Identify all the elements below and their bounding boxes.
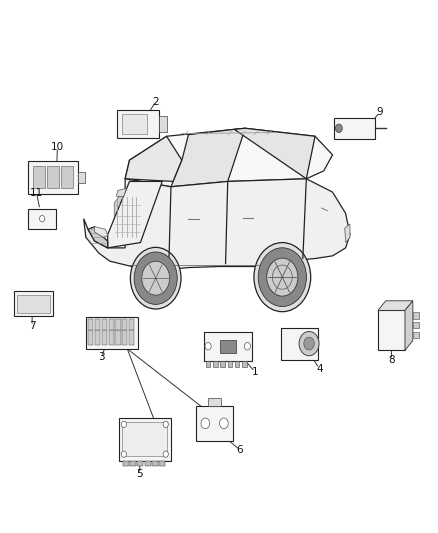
Bar [102, 319, 107, 330]
Bar [204, 332, 252, 361]
Circle shape [299, 332, 319, 356]
Bar [213, 361, 218, 367]
Text: 10: 10 [51, 142, 64, 152]
Bar [109, 330, 114, 345]
Circle shape [219, 418, 228, 429]
Bar [17, 295, 49, 313]
Bar [334, 118, 375, 139]
Text: 6: 6 [237, 445, 243, 455]
Bar [159, 461, 165, 466]
Polygon shape [345, 224, 350, 243]
Circle shape [258, 248, 307, 306]
Bar [88, 330, 93, 345]
Bar [129, 319, 134, 330]
Text: 2: 2 [152, 96, 159, 107]
Bar [152, 461, 158, 466]
Text: 9: 9 [376, 107, 383, 117]
Circle shape [163, 451, 168, 457]
Bar [413, 312, 420, 319]
Bar [122, 319, 127, 330]
Bar [88, 319, 93, 330]
Bar [47, 166, 59, 188]
Bar [242, 361, 247, 367]
Polygon shape [125, 128, 332, 187]
Bar [28, 161, 78, 193]
Text: 7: 7 [29, 321, 35, 331]
Bar [78, 172, 85, 182]
Polygon shape [114, 184, 158, 241]
Polygon shape [108, 181, 162, 248]
Polygon shape [88, 227, 108, 248]
Bar [116, 330, 120, 345]
Bar [122, 115, 147, 134]
Text: 3: 3 [98, 352, 104, 362]
Text: 1: 1 [251, 367, 258, 377]
Bar [86, 317, 138, 349]
Bar [208, 398, 221, 406]
Circle shape [121, 421, 127, 427]
Polygon shape [234, 128, 315, 179]
Bar [413, 332, 420, 338]
Polygon shape [378, 301, 413, 310]
Bar [102, 330, 107, 345]
Circle shape [254, 243, 311, 312]
Circle shape [39, 215, 45, 222]
Circle shape [134, 252, 177, 304]
Bar [228, 361, 232, 367]
Text: 11: 11 [30, 188, 43, 198]
Polygon shape [405, 301, 413, 350]
Circle shape [304, 337, 314, 350]
Bar [130, 461, 136, 466]
Bar [117, 110, 159, 138]
Bar [119, 418, 171, 461]
Bar [413, 322, 420, 328]
Bar [145, 461, 151, 466]
Circle shape [267, 258, 298, 296]
Circle shape [121, 451, 127, 457]
Polygon shape [114, 192, 141, 241]
Polygon shape [84, 179, 350, 269]
Polygon shape [171, 128, 245, 187]
Bar [138, 461, 144, 466]
Circle shape [142, 261, 170, 295]
Bar [196, 406, 233, 441]
Text: 5: 5 [136, 469, 143, 479]
Bar [33, 166, 45, 188]
Text: 8: 8 [388, 354, 395, 365]
Bar [281, 328, 318, 360]
Circle shape [336, 124, 343, 133]
Bar [116, 319, 120, 330]
Bar [14, 291, 53, 317]
Text: 4: 4 [316, 364, 323, 374]
Polygon shape [125, 136, 182, 181]
Bar [235, 361, 240, 367]
Polygon shape [117, 188, 127, 196]
Bar [220, 361, 225, 367]
Circle shape [244, 343, 251, 350]
Bar [122, 422, 167, 456]
Circle shape [163, 421, 168, 427]
Bar [109, 319, 114, 330]
Circle shape [201, 418, 210, 429]
Bar [28, 208, 57, 229]
Bar [129, 330, 134, 345]
Bar [61, 166, 73, 188]
Polygon shape [95, 227, 108, 237]
Bar [95, 319, 100, 330]
Bar [378, 310, 405, 350]
Bar [206, 361, 210, 367]
Circle shape [131, 247, 181, 309]
Bar [220, 340, 236, 353]
Bar [122, 330, 127, 345]
Circle shape [205, 343, 211, 350]
Bar [95, 330, 100, 345]
Bar [123, 461, 129, 466]
Bar [159, 116, 167, 132]
